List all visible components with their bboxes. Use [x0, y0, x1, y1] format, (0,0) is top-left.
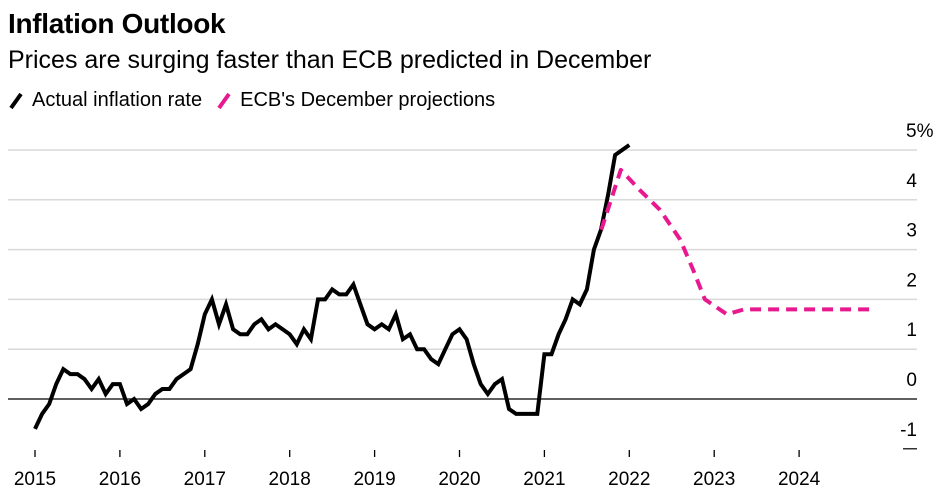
- x-tick-label: 2018: [269, 469, 311, 490]
- x-axis: 2015 2016 2017 2018 2019 2020 2021 2022 2023 2024: [14, 450, 821, 490]
- x-tick-label: 2022: [608, 469, 650, 490]
- legend-label-actual: Actual inflation rate: [32, 89, 203, 111]
- solid-line-swatch-icon: [9, 92, 23, 109]
- y-axis-labels: 5% 4 3 2 1 0 -1: [900, 121, 933, 441]
- series-lines: [33, 143, 876, 430]
- x-tick-label: 2021: [523, 469, 565, 490]
- y-tick-label: 1: [906, 320, 917, 341]
- legend: Actual inflation rate ECB's December pro…: [8, 89, 509, 112]
- x-tick-label: 2023: [693, 469, 735, 490]
- y-tick-label: 2: [906, 270, 917, 291]
- gridlines: [8, 149, 917, 450]
- legend-item-projection: ECB's December projections: [216, 89, 495, 112]
- y-tick-label: 4: [906, 171, 917, 192]
- actual-inflation-line: [33, 143, 631, 430]
- series-actual: [33, 143, 631, 430]
- dashed-line-swatch-icon: [217, 92, 231, 109]
- x-tick-label: 2024: [778, 469, 821, 490]
- x-tick-label: 2016: [99, 469, 141, 490]
- chart-title: Inflation Outlook: [8, 8, 226, 39]
- y-tick-label: 3: [906, 221, 917, 242]
- y-tick-label: 0: [906, 370, 917, 391]
- ecb-projection-line: [599, 167, 876, 317]
- chart-subtitle: Prices are surging faster than ECB predi…: [8, 46, 652, 74]
- legend-label-projection: ECB's December projections: [240, 89, 496, 111]
- x-tick-label: 2020: [438, 469, 480, 490]
- series-projection: [599, 167, 876, 317]
- y-tick-label: 5%: [906, 121, 934, 142]
- x-tick-label: 2019: [353, 469, 395, 490]
- y-tick-label: -1: [900, 420, 917, 441]
- x-tick-label: 2017: [184, 469, 226, 490]
- legend-item-actual: Actual inflation rate: [8, 89, 202, 112]
- x-tick-label: 2015: [14, 469, 56, 490]
